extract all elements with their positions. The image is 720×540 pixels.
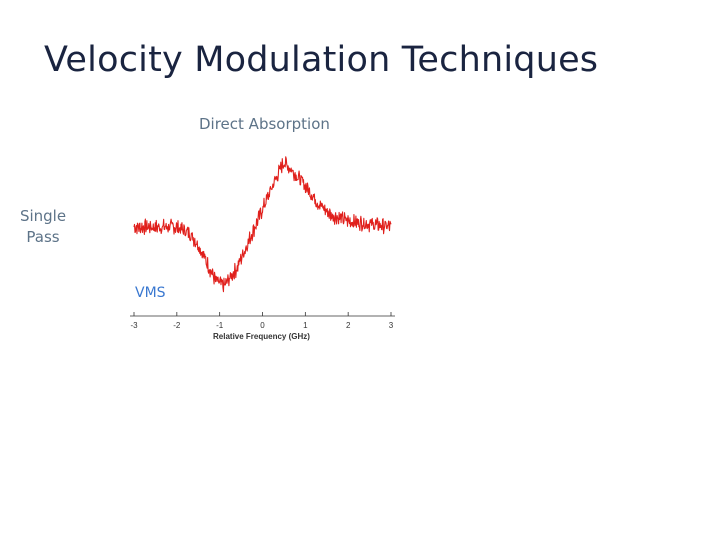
column-header: Direct Absorption [199,115,330,133]
slide-title: Velocity Modulation Techniques [44,40,599,80]
x-tick-label: -3 [130,321,138,330]
spectrum-trace [133,156,392,293]
x-tick-label: 1 [303,321,308,330]
x-tick-label: 3 [389,321,394,330]
x-tick-label: -1 [216,321,224,330]
x-tick-label: 2 [346,321,351,330]
x-tick-label: -2 [173,321,181,330]
x-axis: -3 -2 -1 0 1 2 3 [130,312,395,330]
spectrum-trace-group [133,156,392,293]
vms-label: VMS [135,285,166,301]
row-label: Single Pass [19,207,67,246]
x-tick-label: 0 [260,321,265,330]
x-axis-title: Relative Frequency (GHz) [213,332,310,341]
